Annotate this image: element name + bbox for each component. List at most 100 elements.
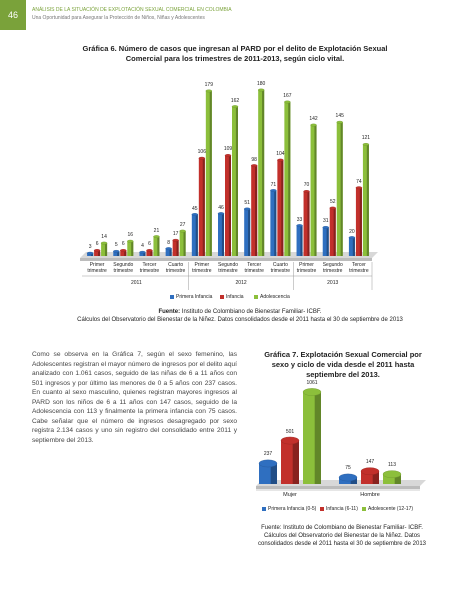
bar bbox=[224, 154, 232, 256]
bar bbox=[120, 249, 127, 256]
data-label: 501 bbox=[285, 428, 295, 435]
bar bbox=[139, 250, 146, 256]
legend-label: Primera Infancia (0-5) bbox=[268, 506, 317, 512]
data-label: 6 bbox=[95, 241, 99, 248]
bar bbox=[100, 241, 108, 256]
x-tick-label: Segundo trimestre bbox=[113, 262, 134, 274]
bar bbox=[362, 143, 370, 256]
data-label: 113 bbox=[388, 462, 396, 469]
x-tick-label: Primer trimestre bbox=[296, 262, 317, 274]
header-subtitle: Una Oportunidad para Asegurar la Protecc… bbox=[32, 15, 205, 21]
data-label: 167 bbox=[283, 92, 292, 99]
legend-label: Primera Infancia bbox=[176, 294, 213, 300]
chart-title: Gráfica 6. Número de casos que ingresan … bbox=[82, 44, 388, 63]
x-tick-label: Primer trimestre bbox=[87, 262, 107, 274]
bar bbox=[280, 436, 300, 484]
bar bbox=[217, 212, 225, 256]
data-label: 147 bbox=[365, 459, 375, 466]
floor-edge bbox=[80, 258, 372, 261]
legend-swatch bbox=[262, 507, 266, 511]
data-label: 74 bbox=[356, 178, 362, 185]
x-tick-label: Tercer trimestre bbox=[349, 262, 369, 274]
header-bg bbox=[0, 0, 474, 30]
data-label: 109 bbox=[223, 146, 233, 153]
data-label: 6 bbox=[148, 241, 151, 248]
data-label: 1061 bbox=[306, 380, 318, 386]
data-label: 4 bbox=[141, 243, 144, 250]
data-label: 45 bbox=[192, 205, 198, 212]
bar bbox=[258, 459, 278, 484]
data-label: 104 bbox=[276, 151, 285, 158]
x-tick-label: Tercer trimestre bbox=[244, 262, 264, 274]
source-label: Fuente: bbox=[158, 309, 181, 315]
legend-swatch bbox=[220, 295, 224, 299]
source-note: Cálculos del Observatorio del Bienestar … bbox=[77, 317, 403, 324]
data-label: 121 bbox=[361, 135, 371, 142]
legend-label: Adolescente (12-17) bbox=[368, 506, 414, 512]
x-tick-label: Segundo trimestre bbox=[322, 262, 343, 274]
data-label: 75 bbox=[345, 465, 351, 472]
bar bbox=[191, 213, 199, 256]
header-title: ANÁLISIS DE LA SITUACIÓN DE EXPLOTACIÓN … bbox=[32, 7, 232, 13]
bar bbox=[338, 473, 358, 484]
data-label: 52 bbox=[329, 199, 336, 206]
bar bbox=[296, 224, 303, 256]
bar bbox=[243, 207, 251, 256]
source: Fuente: Instituto de Colombiano de Biene… bbox=[40, 308, 440, 325]
data-label: 8 bbox=[167, 239, 171, 246]
legend-label: Adolescencia bbox=[260, 294, 290, 300]
data-label: 16 bbox=[127, 232, 134, 239]
source-text: Instituto de Colombiano de Bienestar Fam… bbox=[181, 309, 322, 315]
bar bbox=[231, 105, 239, 256]
x-tick-label: Segundo trimestre bbox=[217, 262, 239, 274]
data-label: 20 bbox=[349, 228, 355, 235]
data-label: 31 bbox=[322, 218, 329, 225]
bar bbox=[270, 189, 277, 256]
legend-swatch bbox=[254, 295, 258, 299]
data-label: 46 bbox=[218, 204, 224, 211]
bar bbox=[322, 226, 329, 256]
x-tick-label: Cuarto trimestre bbox=[165, 262, 186, 274]
x-tick-label: Primer trimestre bbox=[192, 262, 212, 274]
bar bbox=[127, 239, 134, 256]
data-label: 180 bbox=[257, 81, 266, 87]
data-label: 3 bbox=[88, 244, 92, 251]
data-label: 142 bbox=[309, 116, 318, 123]
floor-edge bbox=[256, 486, 420, 489]
page-number-box bbox=[0, 0, 26, 30]
data-label: 6 bbox=[121, 241, 125, 248]
bar bbox=[355, 186, 363, 256]
source: Fuente: Instituto de Colombiano de Biene… bbox=[257, 525, 426, 548]
x-tick-label: Hombre bbox=[360, 492, 380, 498]
data-label: 21 bbox=[153, 227, 160, 234]
bar bbox=[336, 120, 343, 257]
group-label: 2011 bbox=[130, 280, 142, 286]
bar bbox=[284, 100, 291, 256]
bar bbox=[153, 235, 160, 256]
data-label: 237 bbox=[263, 451, 273, 458]
bar bbox=[310, 123, 317, 257]
data-label: 14 bbox=[101, 234, 107, 241]
bar bbox=[303, 190, 310, 256]
bar bbox=[348, 236, 356, 256]
bar bbox=[179, 229, 186, 256]
group-label: 2012 bbox=[235, 280, 247, 286]
group-label: 2013 bbox=[327, 280, 339, 286]
data-label: 51 bbox=[244, 199, 250, 206]
bar bbox=[172, 238, 179, 256]
legend-label: Infancia bbox=[226, 294, 244, 300]
bar bbox=[93, 249, 101, 256]
legend-swatch bbox=[362, 507, 366, 511]
bar bbox=[382, 470, 402, 484]
data-label: 33 bbox=[296, 216, 303, 223]
bar bbox=[198, 156, 206, 256]
bar bbox=[257, 88, 265, 256]
x-tick-label: Mujer bbox=[283, 492, 297, 498]
legend-swatch bbox=[170, 295, 174, 299]
data-label: 106 bbox=[197, 149, 206, 156]
bar bbox=[165, 247, 172, 256]
bar bbox=[250, 164, 258, 256]
bar bbox=[329, 206, 336, 256]
data-label: 27 bbox=[179, 222, 186, 229]
